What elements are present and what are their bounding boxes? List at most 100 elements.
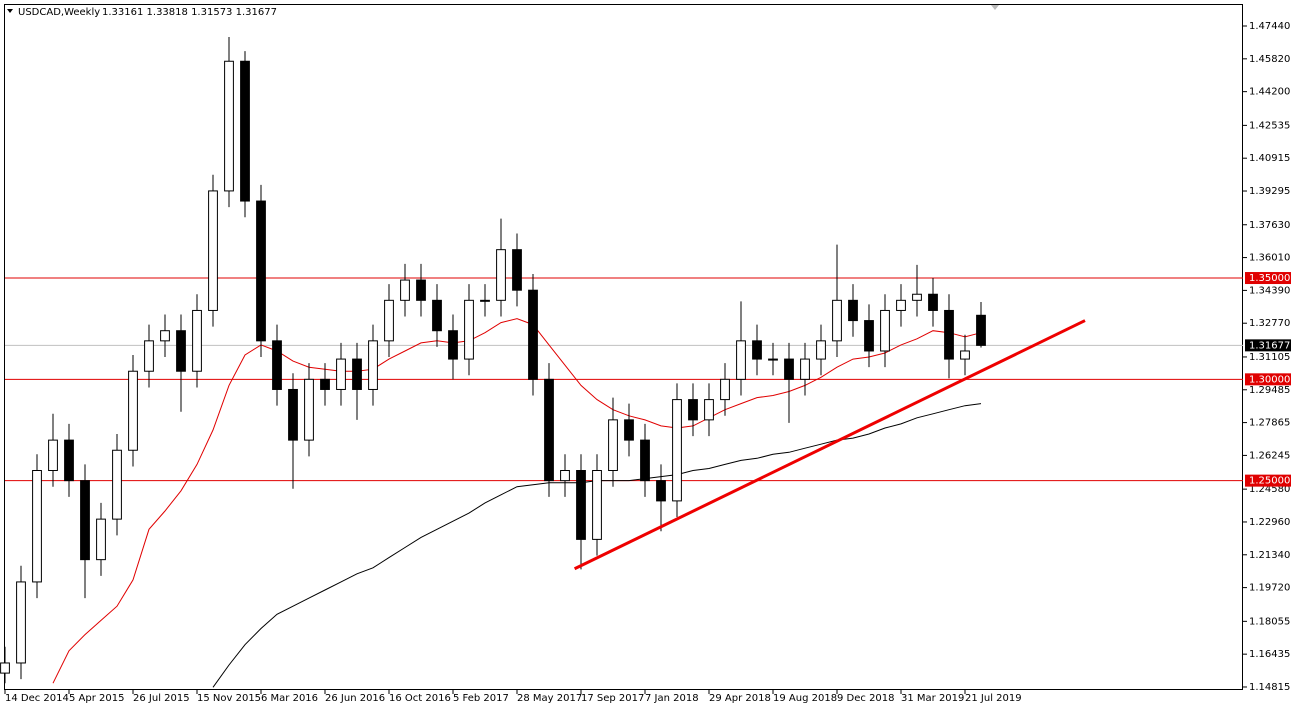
candle-body	[400, 279, 410, 301]
candle-body	[896, 299, 906, 311]
y-tick-label: 1.19720	[1249, 583, 1290, 594]
y-tick-label: 1.42535	[1249, 120, 1290, 131]
candle-body	[48, 439, 58, 472]
moving-average	[52, 318, 982, 684]
candle-body	[256, 200, 266, 342]
y-tick-label: 1.24580	[1249, 484, 1290, 495]
shift-marker	[991, 5, 999, 10]
trendline	[573, 319, 1086, 571]
candle-body	[656, 480, 666, 502]
y-tick-label: 1.34390	[1249, 285, 1290, 296]
y-tick-label: 1.26245	[1249, 450, 1290, 461]
candle-body	[464, 299, 474, 360]
ohlc-readout: 1.33161 1.33818 1.31573 1.31677	[102, 7, 277, 18]
candle-body	[576, 470, 586, 540]
x-tick-label: 29 Apr 2018	[709, 693, 771, 704]
candle-body	[112, 449, 122, 520]
candle-body	[176, 330, 186, 372]
level-label: 1.35000	[1249, 273, 1290, 284]
candle-body	[368, 340, 378, 390]
plot-frame	[4, 4, 1243, 690]
level-label-box	[1245, 373, 1291, 386]
y-tick-label: 1.44200	[1249, 87, 1290, 98]
candle-body	[416, 279, 426, 301]
candle-body	[912, 293, 922, 301]
candle-body	[672, 399, 682, 502]
candle-body	[480, 299, 490, 302]
x-tick-label: 26 Jul 2015	[133, 693, 190, 704]
candle-body	[32, 470, 42, 583]
candle-body	[320, 378, 330, 390]
candle-body	[304, 378, 314, 441]
candle-body	[240, 60, 250, 202]
y-tick-label: 1.14815	[1249, 682, 1290, 693]
candle-body	[272, 340, 282, 390]
x-tick-label: 9 Dec 2018	[837, 693, 895, 704]
candle-body	[208, 190, 218, 311]
last-price-box	[1245, 339, 1291, 352]
y-tick-label: 1.29485	[1249, 385, 1290, 396]
candle-body	[944, 309, 954, 360]
x-tick-label: 17 Sep 2017	[581, 693, 644, 704]
x-tick-label: 15 Nov 2015	[197, 693, 261, 704]
candle-body	[64, 439, 74, 482]
candle-body	[688, 399, 698, 421]
candle-body	[800, 358, 810, 380]
y-tick-label: 1.27865	[1249, 418, 1290, 429]
y-tick-label: 1.40915	[1249, 153, 1290, 164]
x-tick-label: 26 Jun 2016	[325, 693, 385, 704]
candle-body	[608, 419, 618, 472]
y-tick-label: 1.31105	[1249, 352, 1290, 363]
candle-body	[96, 518, 106, 561]
y-tick-label: 1.37630	[1249, 220, 1290, 231]
candle-body	[720, 378, 730, 401]
y-tick-label: 1.45820	[1249, 54, 1290, 65]
x-tick-label: 7 Jan 2018	[645, 693, 699, 704]
candle-body	[160, 330, 170, 342]
candle-body	[704, 399, 714, 421]
candle-body	[880, 309, 890, 352]
candle-body	[144, 340, 154, 372]
candle-body	[192, 309, 202, 372]
candle-body	[336, 358, 346, 390]
candle-body	[128, 370, 138, 451]
y-tick-label: 1.36010	[1249, 253, 1290, 264]
candle-body	[0, 662, 10, 674]
x-tick-label: 5 Apr 2015	[69, 693, 124, 704]
x-tick-label: 6 Mar 2016	[261, 693, 318, 704]
y-tick-label: 1.47440	[1249, 21, 1290, 32]
candle-body	[560, 470, 570, 482]
x-tick-label: 31 Mar 2019	[901, 693, 964, 704]
x-tick-label: 14 Dec 2014	[5, 693, 69, 704]
candle-body	[592, 470, 602, 540]
x-tick-label: 16 Oct 2016	[389, 693, 451, 704]
candle-body	[384, 299, 394, 342]
level-label-box	[1245, 272, 1291, 285]
y-tick-label: 1.22960	[1249, 517, 1290, 528]
y-tick-label: 1.21340	[1249, 550, 1290, 561]
candle-body	[768, 358, 778, 361]
x-tick-label: 5 Feb 2017	[453, 693, 509, 704]
last-price-label: 1.31677	[1249, 340, 1290, 351]
y-tick-label: 1.32770	[1249, 318, 1290, 329]
candle-body	[448, 330, 458, 360]
candle-body	[624, 419, 634, 441]
candle-body	[928, 293, 938, 311]
candle-body	[496, 249, 506, 301]
candle-body	[352, 358, 362, 390]
level-label: 1.25000	[1249, 476, 1290, 487]
y-tick-label: 1.16435	[1249, 649, 1290, 660]
candle-body	[976, 314, 986, 346]
candle-body	[224, 60, 234, 192]
candle-body	[512, 249, 522, 291]
menu-arrow[interactable]	[7, 9, 13, 13]
candle-body	[640, 439, 650, 482]
candle-body	[816, 340, 826, 360]
level-label-box	[1245, 474, 1291, 487]
candle-body	[736, 340, 746, 380]
candle-body	[16, 581, 26, 664]
candle-body	[832, 299, 842, 342]
